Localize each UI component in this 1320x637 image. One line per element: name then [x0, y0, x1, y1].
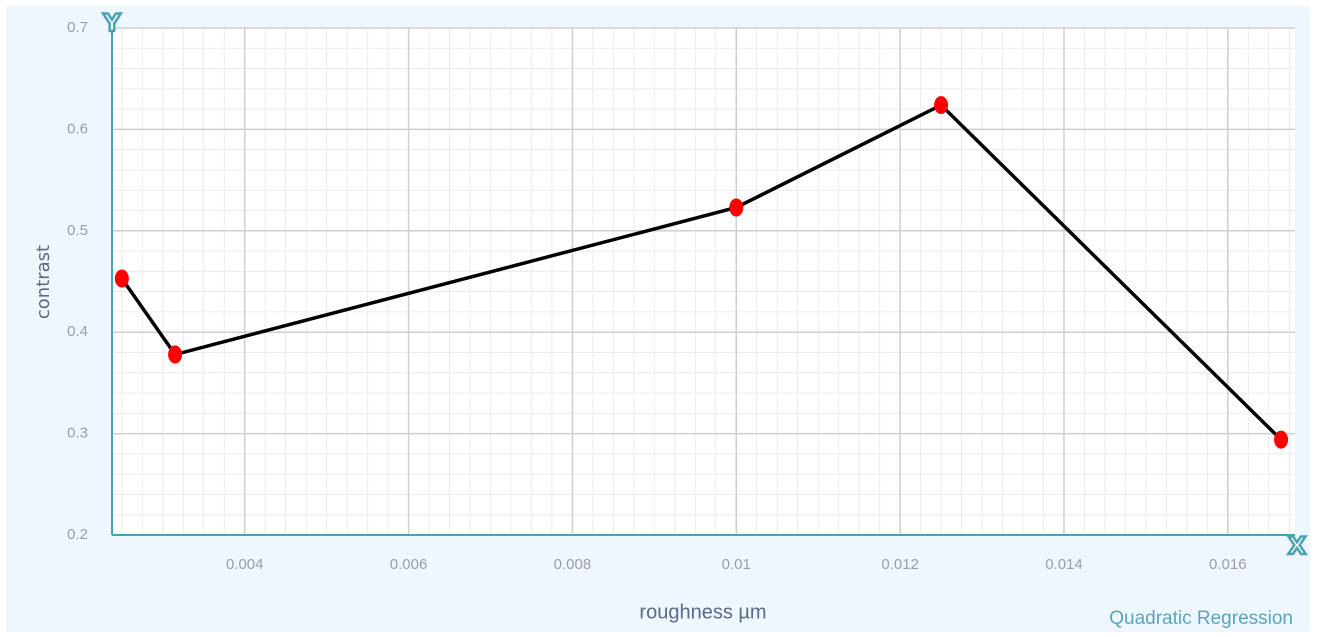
- x-tick-label: 0.006: [390, 556, 428, 573]
- y-tick-label: 0.5: [67, 222, 88, 239]
- annotation: Quadratic Regression: [1109, 608, 1293, 629]
- x-tick-label: 0.01: [722, 556, 751, 573]
- data-point: [934, 96, 949, 115]
- plot-area: [112, 28, 1295, 535]
- x-axis-label: roughness µm: [639, 601, 766, 623]
- y-tick-label: 0.6: [67, 120, 88, 137]
- x-tick-label: 0.012: [881, 556, 919, 573]
- data-point: [1274, 430, 1289, 449]
- y-tick-label: 0.2: [67, 526, 88, 543]
- y-axis-marker: Y: [102, 9, 121, 37]
- x-tick-label: 0.014: [1045, 556, 1083, 573]
- y-axis-label: contrast: [33, 245, 54, 319]
- x-tick-label: 0.008: [554, 556, 592, 573]
- y-tick-label: 0.4: [67, 323, 88, 340]
- grid: [112, 27, 1295, 536]
- x-tick-label: 0.016: [1209, 556, 1247, 573]
- data-point: [729, 198, 744, 217]
- x-axis-marker: X: [1288, 532, 1307, 560]
- y-tick-label: 0.3: [67, 425, 88, 442]
- x-tick-label: 0.004: [226, 556, 264, 573]
- data-point: [168, 345, 183, 364]
- data-point: [114, 269, 129, 288]
- y-tick-label: 0.7: [67, 19, 88, 36]
